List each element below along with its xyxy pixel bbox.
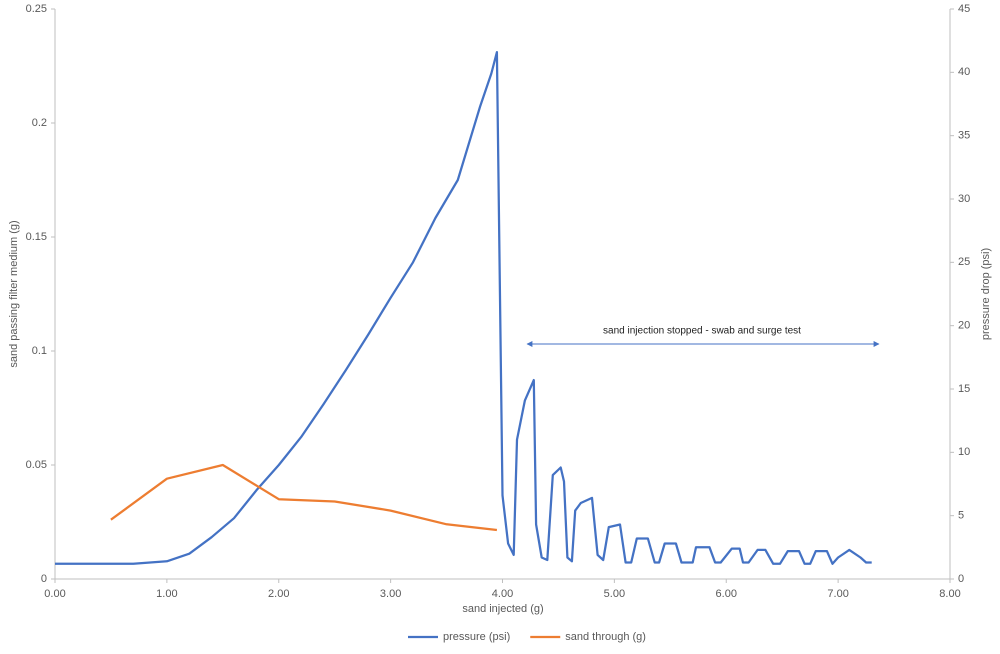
data-line <box>110 463 498 532</box>
x-tick-label: 5.00 <box>604 588 625 600</box>
x-tick-label: 8.00 <box>939 588 960 600</box>
x-tick-label: 6.00 <box>716 588 737 600</box>
x-tick-label: 0.00 <box>44 588 65 600</box>
legend-label: sand through (g) <box>565 631 646 643</box>
y2-tick-label: 35 <box>958 130 970 142</box>
x-tick-label: 4.00 <box>492 588 513 600</box>
data-line <box>55 50 872 565</box>
y2-tick-label: 30 <box>958 193 970 205</box>
y-tick-label: 0.05 <box>26 459 47 471</box>
y-tick-label: 0 <box>41 573 47 585</box>
y2-tick-label: 25 <box>958 256 970 268</box>
legend-label: pressure (psi) <box>443 631 510 643</box>
y2-tick-label: 20 <box>958 320 970 332</box>
y2-tick-label: 40 <box>958 66 970 78</box>
y2-tick-label: 10 <box>958 446 970 458</box>
y2-tick-label: 15 <box>958 383 970 395</box>
y2-tick-label: 45 <box>958 3 970 15</box>
y2-tick-label: 5 <box>958 510 964 522</box>
y-tick-label: 0.1 <box>32 345 47 357</box>
y-axis-title: sand passing filter medium (g) <box>8 220 20 367</box>
y2-tick-label: 0 <box>958 573 964 585</box>
y2-axis-title: pressure drop (psi) <box>980 248 992 340</box>
x-tick-label: 3.00 <box>380 588 401 600</box>
y-tick-label: 0.2 <box>32 117 47 129</box>
x-tick-label: 1.00 <box>156 588 177 600</box>
x-axis-title: sand injected (g) <box>462 603 543 615</box>
x-tick-label: 2.00 <box>268 588 289 600</box>
x-tick-label: 7.00 <box>827 588 848 600</box>
y-tick-label: 0.25 <box>26 3 47 15</box>
y-tick-label: 0.15 <box>26 231 47 243</box>
annotation: sand injection stopped - swab and surge … <box>603 326 801 337</box>
